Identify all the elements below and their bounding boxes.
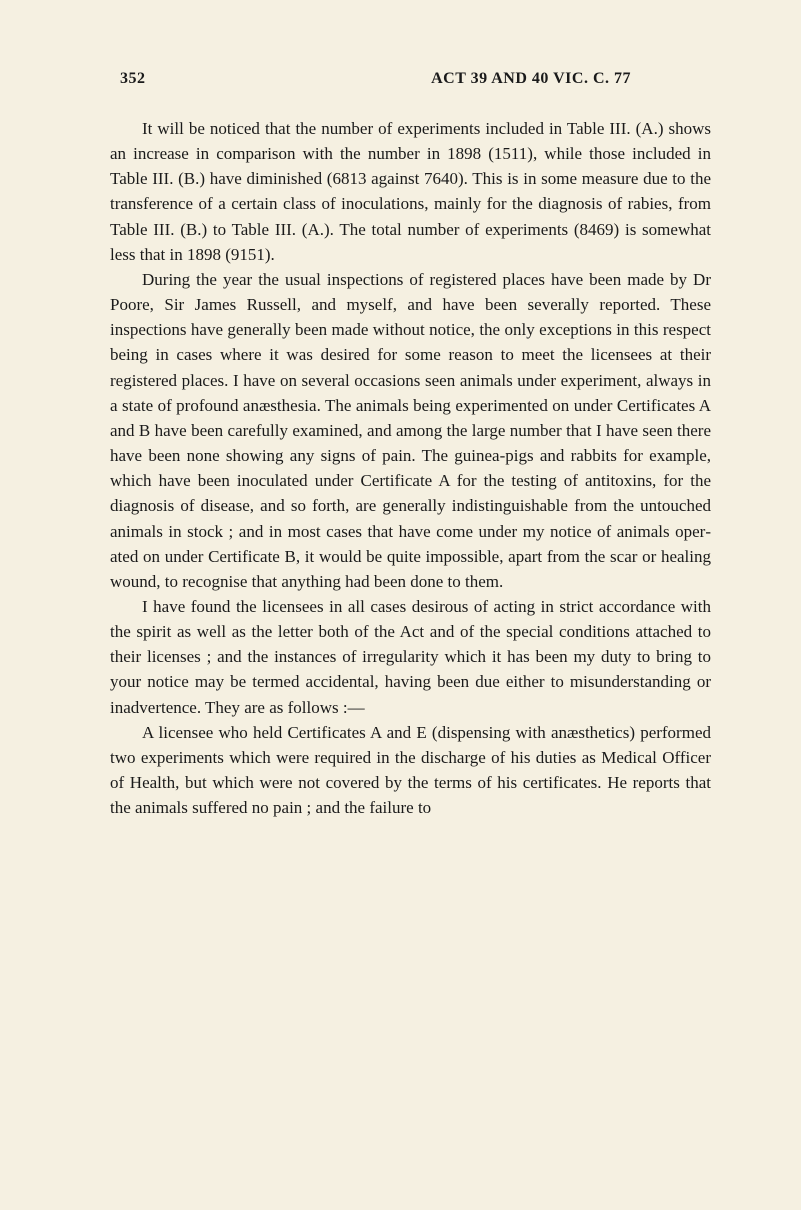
paragraph-4: A licensee who held Certificates A and E… xyxy=(110,720,711,821)
header-title: ACT 39 AND 40 VIC. C. 77 xyxy=(431,70,631,88)
paragraph-1: It will be noticed that the number of ex… xyxy=(110,116,711,267)
page-header: 352 ACT 39 AND 40 VIC. C. 77 xyxy=(110,70,711,88)
paragraph-2: During the year the usual inspections of… xyxy=(110,267,711,594)
paragraph-3: I have found the licensees in all cases … xyxy=(110,594,711,720)
page-number: 352 xyxy=(120,70,146,88)
